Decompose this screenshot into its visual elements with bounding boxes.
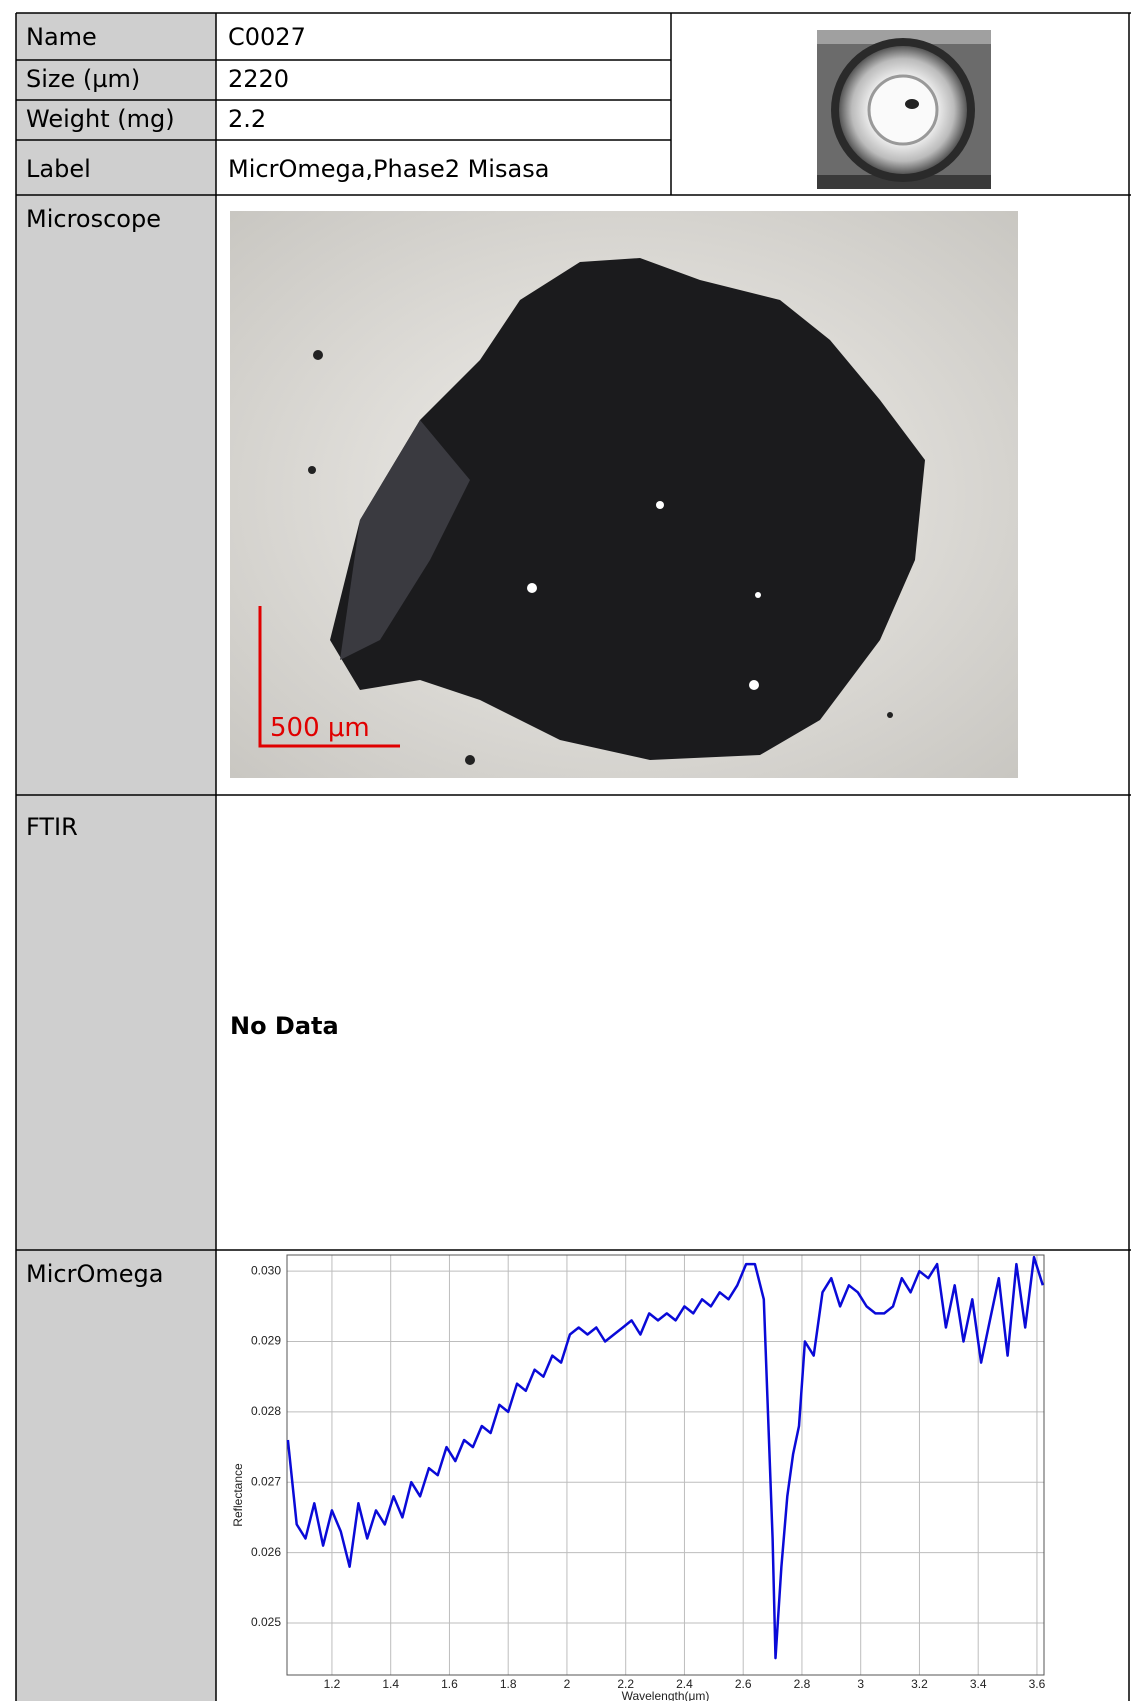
- x-tick-label: 3.6: [1029, 1677, 1046, 1691]
- row-value: MicrOmega,Phase2 Misasa: [228, 155, 549, 183]
- scale-bar-label: 500 μm: [270, 713, 370, 743]
- row-value: 2220: [228, 65, 289, 93]
- x-axis-label: Wavelength(μm): [622, 1689, 710, 1701]
- spectrum-line: [286, 1255, 1044, 1660]
- row-label: Label: [26, 155, 91, 183]
- label-column: [16, 13, 216, 1701]
- y-tick-label: 0.025: [251, 1615, 281, 1629]
- x-tick-label: 3.4: [970, 1677, 987, 1691]
- x-tick-label: 2.2: [617, 1677, 634, 1691]
- x-tick-label: 3: [857, 1677, 864, 1691]
- row-value: C0027: [228, 23, 306, 51]
- x-tick-label: 2.6: [735, 1677, 752, 1691]
- thumbnail-image: [817, 30, 991, 189]
- y-tick-label: 0.026: [251, 1545, 281, 1559]
- y-tick-label: 0.030: [251, 1263, 281, 1277]
- x-tick-label: 1.2: [324, 1677, 341, 1691]
- x-tick-label: 2.4: [676, 1677, 693, 1691]
- row-label: Name: [26, 23, 97, 51]
- microscope-image: 500 μm: [230, 211, 1018, 778]
- y-tick-label: 0.028: [251, 1404, 281, 1418]
- chart-area: [230, 1255, 1050, 1701]
- x-tick-label: 1.6: [441, 1677, 458, 1691]
- section-label: Microscope: [26, 205, 161, 233]
- section-label: FTIR: [26, 813, 78, 841]
- y-axis-label: Reflectance: [231, 1463, 245, 1527]
- table-borders: [15, 12, 1131, 1701]
- row-label: Weight (mg): [26, 105, 175, 133]
- y-tick-label: 0.027: [251, 1474, 281, 1488]
- plot-frame: [286, 1254, 1045, 1676]
- section-label: MicrOmega: [26, 1260, 163, 1288]
- no-data: No Data: [230, 1012, 339, 1040]
- y-tick-label: 0.029: [251, 1334, 281, 1348]
- x-tick-label: 2: [564, 1677, 571, 1691]
- row-label: Size (µm): [26, 65, 140, 93]
- x-tick-label: 2.8: [794, 1677, 811, 1691]
- x-tick-label: 1.4: [382, 1677, 399, 1691]
- row-value: 2.2: [228, 105, 266, 133]
- x-tick-label: 3.2: [911, 1677, 928, 1691]
- x-tick-label: 1.8: [500, 1677, 517, 1691]
- chart: 0.025 0.026 0.027 0.028 0.029 0.030 1.2 1.4 1.6 1…: [231, 1254, 1046, 1701]
